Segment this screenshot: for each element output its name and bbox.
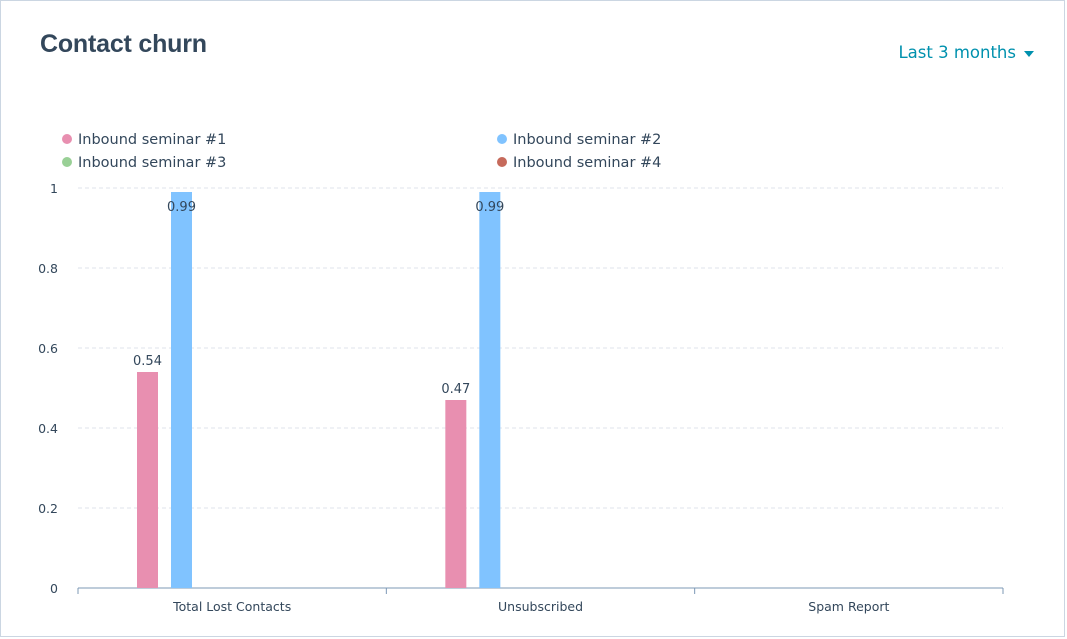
legend-marker	[497, 134, 507, 144]
bar-value-label: 0.99	[167, 200, 196, 215]
y-tick-label: 0.6	[38, 341, 58, 356]
y-tick-label: 0.8	[38, 261, 58, 276]
legend-label[interactable]: Inbound seminar #2	[513, 132, 661, 148]
date-range-label: Last 3 months	[898, 43, 1016, 62]
bar[interactable]	[137, 372, 158, 588]
chart-title: Contact churn	[40, 30, 207, 58]
y-tick-label: 0	[50, 581, 58, 596]
x-category-label: Total Lost Contacts	[172, 599, 291, 614]
x-category-label: Spam Report	[808, 599, 889, 614]
bar-value-label: 0.99	[475, 200, 504, 215]
bar[interactable]	[479, 192, 501, 588]
bar-value-label: 0.47	[441, 382, 470, 397]
bar-value-label: 0.54	[133, 354, 162, 369]
legend-marker	[62, 134, 72, 144]
legend-label[interactable]: Inbound seminar #4	[513, 155, 661, 171]
x-category-label: Unsubscribed	[498, 599, 583, 614]
legend-marker	[62, 157, 72, 167]
y-tick-label: 0.2	[38, 501, 58, 516]
date-range-dropdown[interactable]: Last 3 months	[898, 41, 1034, 65]
legend-marker	[497, 157, 507, 167]
caret-down-icon	[1024, 51, 1034, 57]
legend-label[interactable]: Inbound seminar #1	[78, 132, 226, 148]
y-tick-label: 1	[50, 181, 58, 196]
y-tick-label: 0.4	[38, 421, 58, 436]
bar[interactable]	[445, 400, 467, 588]
legend-label[interactable]: Inbound seminar #3	[78, 155, 226, 171]
bar[interactable]	[171, 192, 192, 588]
